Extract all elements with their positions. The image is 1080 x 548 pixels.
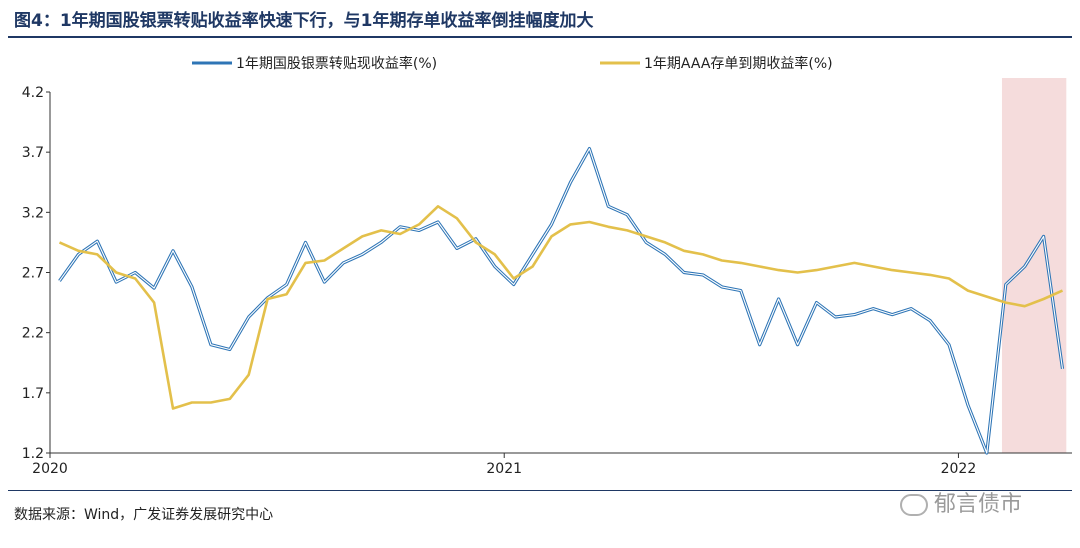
- axes: [46, 91, 1072, 458]
- y-tick-label: 1.2: [22, 446, 44, 462]
- y-tick-labels: 4.2 3.7 3.2 2.7 2.2 1.7 1.2: [22, 85, 44, 462]
- y-tick-label: 3.7: [22, 145, 44, 161]
- y-tick-label: 2.7: [22, 266, 44, 282]
- legend-label-series-2: 1年期AAA存单到期收益率(%): [644, 55, 833, 72]
- watermark: 郁言债市: [900, 486, 1022, 518]
- legend: 1年期国股银票转贴现收益率(%) 1年期AAA存单到期收益率(%): [192, 55, 833, 72]
- x-tick-label: 2020: [32, 461, 68, 477]
- y-tick-label: 4.2: [22, 85, 44, 101]
- series-lines: [58, 147, 1065, 455]
- watermark-text: 郁言债市: [934, 492, 1023, 517]
- title-rule: [8, 36, 1072, 38]
- source-note: 数据来源：Wind，广发证券发展研究中心: [14, 507, 274, 523]
- y-tick-label: 2.2: [22, 326, 44, 342]
- x-tick-labels: 2020 2021 2022: [32, 461, 976, 477]
- series-line-2: [58, 205, 1064, 410]
- x-tick-label: 2022: [941, 461, 977, 477]
- series-line-1: [58, 147, 1065, 455]
- y-tick-label: 3.2: [22, 205, 44, 221]
- wechat-icon: [900, 494, 928, 516]
- y-tick-label: 1.7: [22, 386, 44, 402]
- highlight-band: [1001, 78, 1067, 453]
- footer-rule: [8, 490, 1072, 491]
- series-line-1-inner: [59, 148, 1064, 454]
- legend-label-series-1: 1年期国股银票转贴现收益率(%): [236, 55, 437, 72]
- x-tick-label: 2021: [486, 461, 522, 477]
- chart-title: 图4：1年期国股银票转贴收益率快速下行，与1年期存单收益率倒挂幅度加大: [14, 11, 594, 31]
